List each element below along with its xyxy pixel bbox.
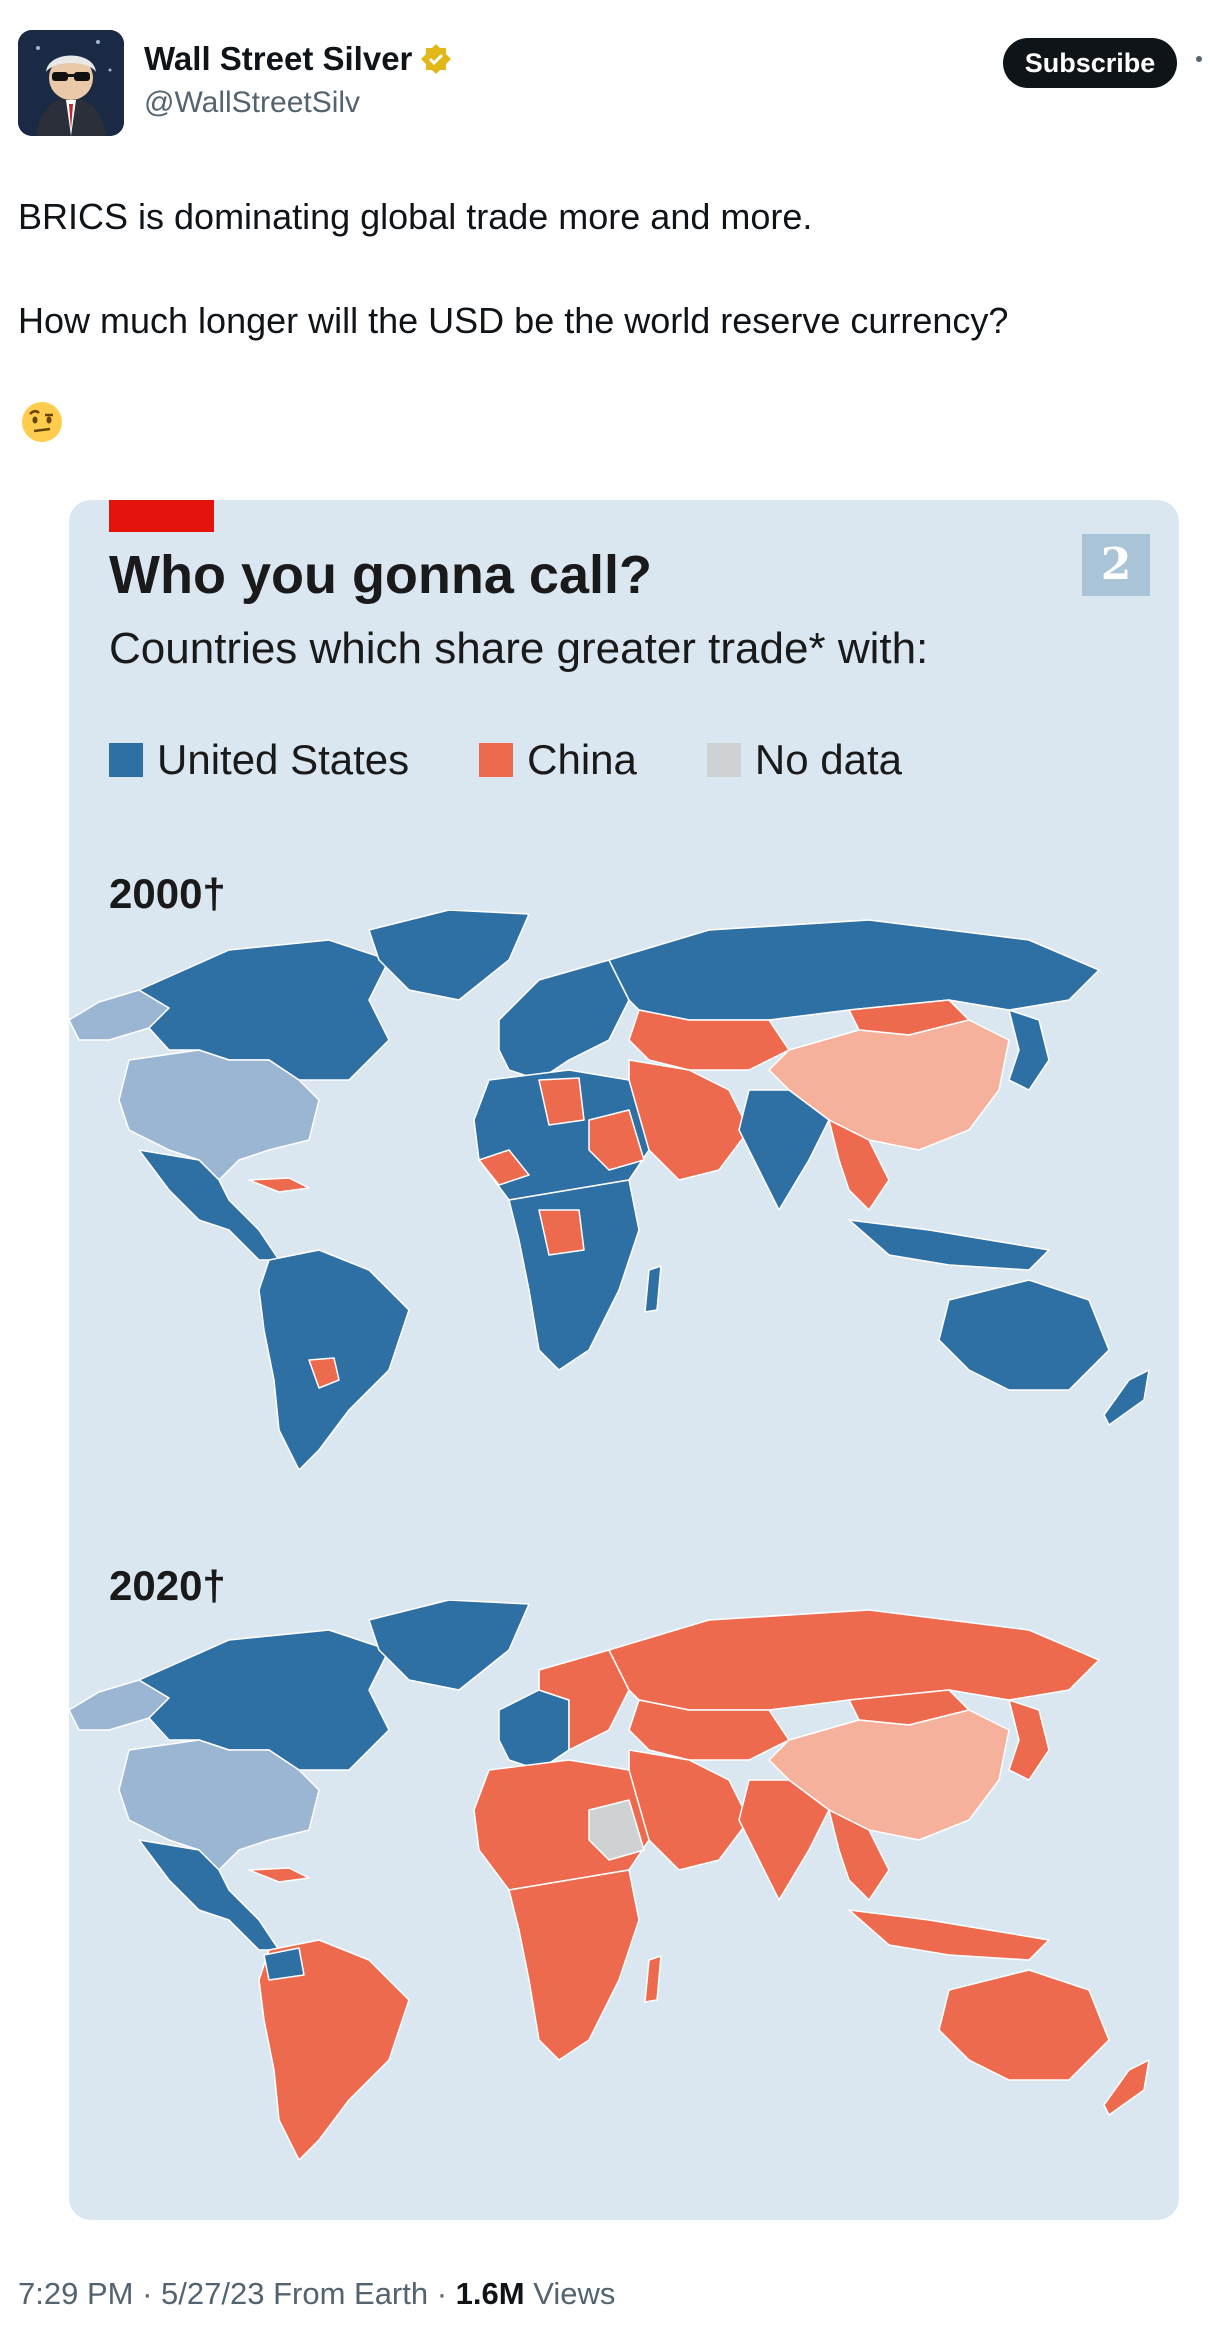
region-indonesia [848,1909,1050,1961]
region-southeast-asia [828,1809,890,1901]
region-india [738,1089,830,1211]
region-southeast-asia [828,1119,890,1211]
region-new-zealand [1103,1369,1150,1426]
views-count: 1.6M [455,2276,525,2311]
region-russia [608,919,1100,1021]
region-greenland [368,910,530,1001]
region-russia [608,1609,1100,1711]
region-madagascar [644,1265,662,1313]
chart-legend: United States China No data [109,736,972,784]
tweet-time[interactable]: 7:29 PM [18,2276,134,2311]
tweet-source: From Earth [273,2276,429,2311]
tweet-date[interactable]: 5/27/23 [161,2276,265,2311]
region-australia [938,1279,1110,1391]
legend-label-no-data: No data [754,736,903,783]
tweet-text-line-2: How much longer will the USD be the worl… [18,300,1009,341]
chart-subtitle: Countries which share greater trade* wit… [109,624,929,673]
world-map-2000 [69,910,1150,1470]
author-display-name[interactable]: Wall Street Silver [144,40,413,77]
region-paraguay [308,1357,340,1389]
region-africa-sudan-no-data [588,1799,645,1861]
tweet-text-line-1: BRICS is dominating global trade more an… [18,196,813,237]
separator-dot: · [436,2276,456,2311]
region-central-asia [628,1009,790,1071]
separator-dot: · [142,2276,162,2311]
legend-item-china: China [479,736,637,784]
region-usa [118,1049,320,1181]
avatar[interactable] [18,30,124,136]
chart-title: Who you gonna call? [109,545,652,605]
region-africa-central [508,1869,640,2061]
legend-item-no-data: No data [706,736,903,784]
region-australia [938,1969,1110,2081]
region-central-asia [628,1699,790,1761]
region-colombia [263,1947,305,1981]
region-japan [1008,1009,1050,1091]
face-with-raised-eyebrow-icon [22,402,62,442]
region-indonesia [848,1219,1050,1271]
region-europe [498,959,630,1081]
region-middle-east [628,1749,750,1871]
region-cuba [248,1867,310,1883]
media-image-chart[interactable]: 2 Who you gonna call? Countries which sh… [69,500,1179,2220]
legend-label-china: China [527,736,637,783]
region-africa-west [478,1149,530,1186]
legend-item-us: United States [109,736,409,784]
region-africa-libya [538,1077,585,1126]
region-middle-east [628,1059,750,1181]
region-europe-west [498,1689,570,1771]
verified-badge-icon [421,44,452,74]
region-madagascar [644,1955,662,2003]
world-map-2020 [69,1600,1150,2160]
author-handle[interactable]: @WallStreetSilv [144,86,361,119]
views-label: Views [533,2276,616,2311]
legend-swatch-no-data [706,743,741,777]
region-japan [1008,1699,1050,1781]
legend-swatch-china [479,743,514,777]
region-india [738,1779,830,1901]
subscribe-button[interactable]: Subscribe [1003,38,1177,88]
region-cuba [248,1177,310,1193]
year-label-2000: 2000† [109,870,226,917]
region-africa-central [508,1179,640,1371]
region-usa [118,1739,320,1871]
region-new-zealand [1103,2059,1150,2116]
legend-label-us: United States [157,736,410,783]
more-options-icon[interactable] [1196,56,1202,62]
tweet-metadata: 7:29 PM · 5/27/23 From Earth · 1.6M View… [18,2276,615,2312]
region-south-america [258,1939,410,2160]
region-greenland [368,1600,530,1691]
avatar-image [18,30,124,136]
economist-red-bar [109,500,214,532]
year-label-2020: 2020† [109,1562,226,1609]
author-name[interactable]: Wall Street Silver [144,40,452,78]
region-africa-sudan [588,1109,645,1171]
chart-page-number: 2 [1082,534,1150,596]
region-africa-congo [538,1209,585,1256]
legend-swatch-us [109,743,143,777]
